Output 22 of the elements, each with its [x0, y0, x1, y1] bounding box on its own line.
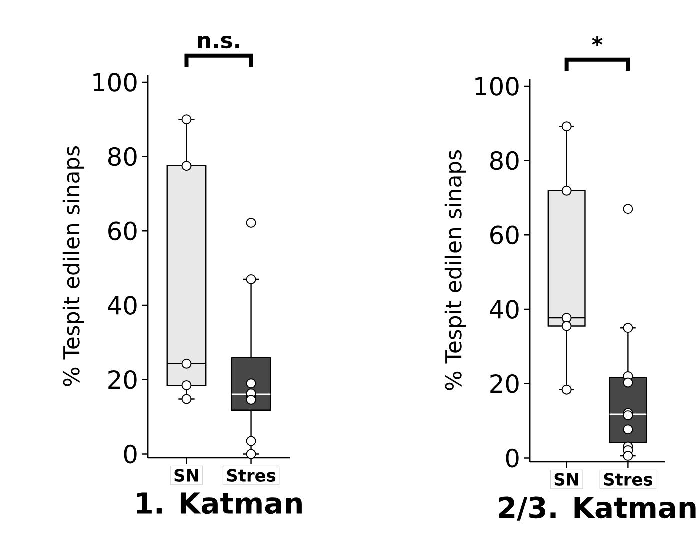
text: n.s. [198, 36, 240, 49]
x-tick-label: Stres [604, 473, 652, 486]
x-tick-label: SN [174, 469, 198, 482]
y-tick-label: 20 [108, 370, 137, 390]
y-tick-label: 100 [476, 77, 519, 96]
y-tick-label: 80 [490, 151, 519, 170]
y-tick-label: 60 [490, 226, 519, 245]
y-tick-label: 20 [490, 374, 519, 394]
y-tick-label: 100 [94, 73, 137, 92]
y-axis-title: % Tespit edilen sinaps [444, 150, 466, 390]
y-tick-label: 0 [124, 444, 137, 464]
y-tick-label: 80 [108, 147, 137, 166]
x-axis-title: 2/3. Katman [499, 496, 696, 521]
y-tick-label: 0 [506, 448, 519, 468]
x-tick-label: Stres [227, 469, 276, 482]
y-tick-label: 40 [108, 296, 137, 315]
y-axis-title: % Tespit edilen sinaps [62, 146, 84, 386]
y-tick-label: 60 [108, 222, 137, 241]
y-tick-label: 40 [490, 300, 519, 319]
text: * [592, 36, 603, 47]
x-axis-title: 1. Katman [137, 492, 302, 514]
x-tick-label: SN [554, 473, 578, 486]
